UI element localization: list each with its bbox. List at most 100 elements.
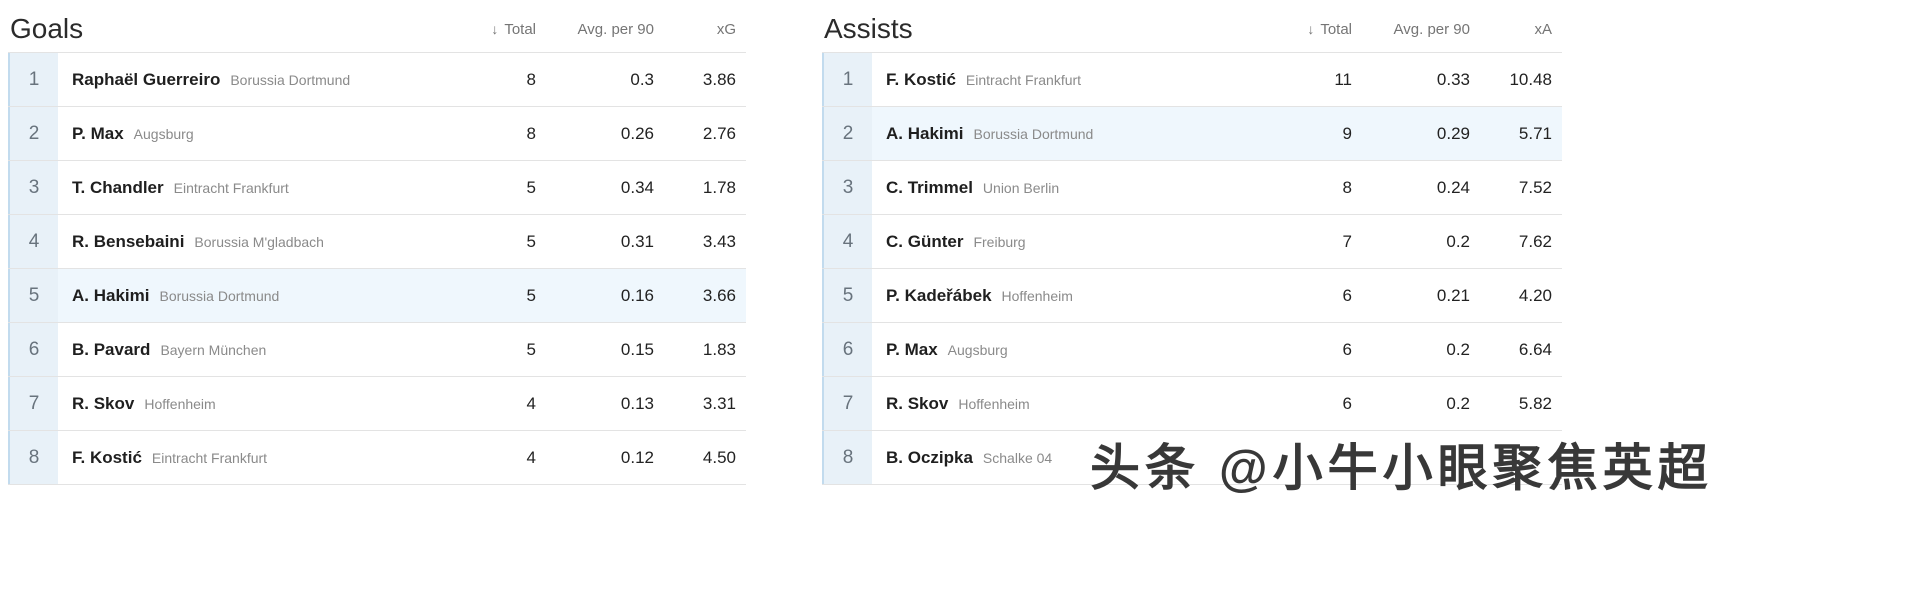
table-row[interactable]: 8 B. Oczipka Schalke 04 bbox=[822, 430, 1562, 484]
total-value: 5 bbox=[526, 285, 536, 305]
team-name: Borussia Dortmund bbox=[230, 71, 351, 88]
avg-per-90-value: 0.2 bbox=[1446, 393, 1470, 413]
player-cell: F. Kostić Eintracht Frankfurt bbox=[872, 70, 1267, 90]
table-row[interactable]: 1 F. Kostić Eintracht Frankfurt 11 0.33 … bbox=[822, 52, 1562, 106]
rank-cell: 3 bbox=[822, 161, 872, 214]
metric-value: 4.50 bbox=[702, 447, 736, 467]
rank-cell: 8 bbox=[822, 431, 872, 484]
team-name: Bayern München bbox=[160, 341, 267, 358]
table-row[interactable]: 1 Raphaël Guerreiro Borussia Dortmund 8 … bbox=[8, 52, 746, 106]
player-cell: Raphaël Guerreiro Borussia Dortmund bbox=[58, 70, 451, 90]
player-cell: P. Max Augsburg bbox=[872, 340, 1267, 360]
table-row[interactable]: 5 P. Kadeřábek Hoffenheim 6 0.21 4.20 bbox=[822, 268, 1562, 322]
player-cell: P. Max Augsburg bbox=[58, 124, 451, 144]
column-header-total-label: Total bbox=[504, 20, 536, 38]
metric-value: 3.86 bbox=[702, 69, 736, 89]
assists-table: Assists ↓ Total Avg. per 90 xA 1 F. Kost… bbox=[822, 6, 1562, 485]
metric-value: 5.71 bbox=[1518, 123, 1552, 143]
player-name[interactable]: P. Max bbox=[886, 339, 938, 359]
rank-cell: 8 bbox=[8, 431, 58, 484]
total-value: 8 bbox=[526, 123, 536, 143]
table-row[interactable]: 4 R. Bensebaini Borussia M'gladbach 5 0.… bbox=[8, 214, 746, 268]
team-name: Augsburg bbox=[947, 341, 1008, 358]
avg-per-90-value: 0.2 bbox=[1446, 231, 1470, 251]
player-name[interactable]: B. Oczipka bbox=[886, 447, 973, 467]
assists-table-header: Assists ↓ Total Avg. per 90 xA bbox=[822, 6, 1562, 52]
total-value: 5 bbox=[526, 177, 536, 197]
team-name: Borussia Dortmund bbox=[973, 125, 1094, 142]
rank-number: 6 bbox=[28, 338, 40, 360]
player-name[interactable]: Raphaël Guerreiro bbox=[72, 69, 221, 89]
player-name[interactable]: B. Pavard bbox=[72, 339, 151, 359]
player-name[interactable]: R. Skov bbox=[886, 393, 949, 413]
total-value: 6 bbox=[1342, 393, 1352, 413]
total-value: 4 bbox=[526, 393, 536, 413]
rank-number: 3 bbox=[28, 176, 40, 198]
player-name[interactable]: A. Hakimi bbox=[886, 123, 964, 143]
team-name: Eintracht Frankfurt bbox=[173, 179, 289, 196]
table-row[interactable]: 2 P. Max Augsburg 8 0.26 2.76 bbox=[8, 106, 746, 160]
player-cell: R. Skov Hoffenheim bbox=[58, 394, 451, 414]
avg-per-90-value: 0.31 bbox=[620, 231, 654, 251]
rank-number: 5 bbox=[842, 284, 854, 306]
page-title-goals: Goals bbox=[10, 13, 84, 44]
rank-number: 3 bbox=[842, 176, 854, 198]
team-name: Hoffenheim bbox=[1001, 287, 1073, 304]
player-name[interactable]: P. Kadeřábek bbox=[886, 285, 992, 305]
avg-per-90-value: 0.34 bbox=[620, 177, 654, 197]
table-row[interactable]: 3 T. Chandler Eintracht Frankfurt 5 0.34… bbox=[8, 160, 746, 214]
player-name[interactable]: T. Chandler bbox=[72, 177, 164, 197]
avg-per-90-value: 0.12 bbox=[620, 447, 654, 467]
total-value: 6 bbox=[1342, 339, 1352, 359]
player-name[interactable]: R. Bensebaini bbox=[72, 231, 185, 251]
metric-value: 5.82 bbox=[1518, 393, 1552, 413]
metric-value: 3.66 bbox=[702, 285, 736, 305]
rank-number: 8 bbox=[842, 446, 854, 468]
metric-value: 3.31 bbox=[702, 393, 736, 413]
metric-value: 1.78 bbox=[702, 177, 736, 197]
column-header-xa[interactable]: xA bbox=[1534, 20, 1552, 38]
table-row[interactable]: 7 R. Skov Hoffenheim 6 0.2 5.82 bbox=[822, 376, 1562, 430]
player-name[interactable]: P. Max bbox=[72, 123, 124, 143]
avg-per-90-value: 0.33 bbox=[1436, 69, 1470, 89]
player-cell: P. Kadeřábek Hoffenheim bbox=[872, 286, 1267, 306]
player-name[interactable]: C. Trimmel bbox=[886, 177, 973, 197]
metric-value: 6.64 bbox=[1518, 339, 1552, 359]
rank-cell: 5 bbox=[8, 269, 58, 322]
rank-cell: 2 bbox=[822, 107, 872, 160]
player-name[interactable]: C. Günter bbox=[886, 231, 964, 251]
column-header-total[interactable]: ↓ Total bbox=[451, 21, 546, 38]
player-name[interactable]: F. Kostić bbox=[886, 69, 956, 89]
table-row[interactable]: 7 R. Skov Hoffenheim 4 0.13 3.31 bbox=[8, 376, 746, 430]
player-name[interactable]: R. Skov bbox=[72, 393, 135, 413]
table-row[interactable]: 4 C. Günter Freiburg 7 0.2 7.62 bbox=[822, 214, 1562, 268]
avg-per-90-value: 0.21 bbox=[1436, 285, 1470, 305]
metric-value: 4.20 bbox=[1518, 285, 1552, 305]
table-row[interactable]: 2 A. Hakimi Borussia Dortmund 9 0.29 5.7… bbox=[822, 106, 1562, 160]
table-row[interactable]: 8 F. Kostić Eintracht Frankfurt 4 0.12 4… bbox=[8, 430, 746, 484]
goals-table-header: Goals ↓ Total Avg. per 90 xG bbox=[8, 6, 746, 52]
player-name[interactable]: F. Kostić bbox=[72, 447, 142, 467]
column-header-avg-per-90[interactable]: Avg. per 90 bbox=[1393, 20, 1470, 38]
avg-per-90-value: 0.15 bbox=[620, 339, 654, 359]
rank-number: 4 bbox=[28, 230, 40, 252]
table-row[interactable]: 5 A. Hakimi Borussia Dortmund 5 0.16 3.6… bbox=[8, 268, 746, 322]
table-row[interactable]: 6 P. Max Augsburg 6 0.2 6.64 bbox=[822, 322, 1562, 376]
team-name: Borussia Dortmund bbox=[159, 287, 280, 304]
table-row[interactable]: 3 C. Trimmel Union Berlin 8 0.24 7.52 bbox=[822, 160, 1562, 214]
total-value: 5 bbox=[526, 231, 536, 251]
team-name: Hoffenheim bbox=[144, 395, 216, 412]
column-header-avg-per-90[interactable]: Avg. per 90 bbox=[577, 20, 654, 38]
table-row[interactable]: 6 B. Pavard Bayern München 5 0.15 1.83 bbox=[8, 322, 746, 376]
player-name[interactable]: A. Hakimi bbox=[72, 285, 150, 305]
column-header-total[interactable]: ↓ Total bbox=[1267, 21, 1362, 38]
avg-per-90-value: 0.29 bbox=[1436, 123, 1470, 143]
total-value: 11 bbox=[1334, 69, 1352, 89]
rank-cell: 1 bbox=[8, 53, 58, 106]
rank-cell: 4 bbox=[8, 215, 58, 268]
rank-cell: 3 bbox=[8, 161, 58, 214]
column-header-xg[interactable]: xG bbox=[716, 20, 736, 38]
column-header-total-label: Total bbox=[1320, 20, 1352, 38]
rank-cell: 6 bbox=[822, 323, 872, 376]
player-cell: B. Oczipka Schalke 04 bbox=[872, 448, 1267, 468]
